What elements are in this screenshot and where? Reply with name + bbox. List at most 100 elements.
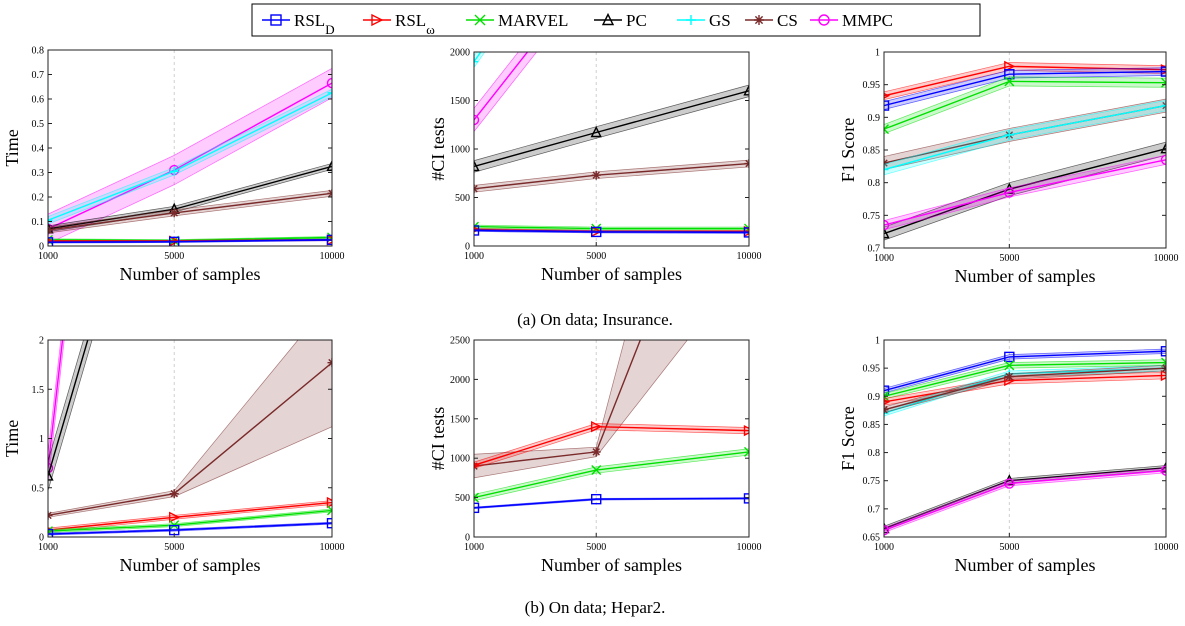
point-rslw [326, 496, 332, 509]
point-pc [326, 159, 332, 172]
y-tick-label: 1 [39, 434, 44, 445]
chart-4: 0 0.5 1 1.5 2 1000 5000 10000 Number of samples T… [2, 336, 345, 576]
point-rsld [884, 100, 890, 111]
series-mmpc [884, 465, 1166, 536]
y-tick-label: 0.9 [868, 392, 881, 403]
y-tick-label: 0.8 [868, 178, 881, 189]
x-tick-label: 5000 [164, 542, 184, 553]
point-pc [884, 521, 890, 534]
point-mmpc [48, 462, 54, 474]
x-tick-label: 5000 [999, 542, 1019, 553]
series-marvel [48, 232, 332, 246]
point-rsld [1004, 69, 1015, 80]
legend-item-gs: GS [677, 11, 731, 30]
point-gs [48, 215, 53, 225]
series-rslw [48, 496, 332, 534]
point-rsld [169, 236, 180, 246]
series-rsld [474, 225, 749, 238]
line-rslw [48, 501, 332, 531]
y-axis-label: Time [2, 420, 22, 457]
x-tick-label: 10000 [1154, 253, 1179, 264]
y-tick-label: 0.9 [868, 113, 881, 124]
point-rsld [743, 227, 749, 238]
x-tick-label: 10000 [320, 251, 345, 262]
point-gs [884, 165, 889, 175]
band-rslw [474, 423, 749, 469]
y-tick-label: 0.6 [32, 95, 45, 106]
point-marvel [474, 492, 479, 503]
legend-marker-gs [686, 15, 696, 25]
legend-item-pc: PC [594, 11, 647, 30]
line-rsld [884, 350, 1166, 392]
series-gs [884, 99, 1166, 176]
y-tick-label: 0.5 [32, 483, 45, 494]
y-axis-label: F1 Score [838, 406, 858, 471]
point-rsld [326, 234, 332, 246]
caption-hepar2: (b) On data; Hepar2. [525, 598, 666, 617]
y-tick-label: 0 [465, 242, 470, 253]
band-marvel [474, 448, 749, 502]
band-rslw [884, 62, 1166, 101]
series-cs [48, 340, 332, 520]
point-rsld [48, 237, 54, 246]
legend-item-cs: CS [745, 11, 798, 30]
x-tick-label: 1000 [874, 542, 894, 553]
y-tick-label: 0 [39, 242, 44, 253]
y-tick-label: 0.95 [863, 80, 881, 91]
series-layer [474, 340, 749, 514]
band-pc [48, 340, 93, 491]
y-tick-label: 0.4 [32, 144, 45, 155]
point-pc [743, 84, 749, 96]
point-mmpc [1004, 478, 1015, 489]
point-pc [884, 227, 890, 239]
legend-label-cs: CS [777, 11, 798, 30]
point-cs [591, 170, 601, 180]
point-rsld [1160, 346, 1166, 357]
series-gs [48, 88, 332, 225]
y-tick-label: 1 [875, 336, 880, 347]
line-mmpc [884, 469, 1166, 531]
y-tick-label: 0.75 [863, 211, 881, 222]
series-rsld [474, 493, 749, 514]
y-tick-label: 1000 [450, 145, 470, 156]
series-layer [48, 340, 332, 537]
x-axis-label: Number of samples [955, 266, 1096, 286]
chart-1: 0 0.1 0.2 0.3 0.4 0.5 0.6 0.7 0.8 1000 5000 10000 Nu… [2, 46, 345, 285]
chart-3: 0.7 0.75 0.8 0.85 0.9 0.95 1 1000 5000 10000 Numbe… [838, 48, 1179, 287]
line-rslw [474, 425, 749, 466]
y-tick-label: 0.7 [868, 504, 881, 515]
series-pc [474, 84, 749, 173]
x-tick-label: 5000 [164, 251, 184, 262]
band-gs [474, 52, 486, 69]
point-gs [1004, 130, 1014, 140]
x-axis-label: Number of samples [541, 264, 682, 284]
point-rsld [743, 493, 749, 504]
point-rsld [474, 225, 480, 236]
point-gs [474, 57, 479, 67]
y-tick-label: 2 [39, 336, 44, 347]
y-tick-label: 0.75 [863, 476, 881, 487]
legend-marker-mmpc [818, 14, 830, 26]
point-marvel [591, 465, 602, 476]
point-cs [169, 208, 179, 218]
y-tick-label: 0.65 [863, 533, 881, 544]
series-mmpc [48, 67, 332, 244]
point-pc [590, 125, 602, 138]
x-tick-label: 1000 [874, 253, 894, 264]
point-rsld [48, 528, 54, 537]
line-rsld [474, 497, 749, 509]
point-rsld [591, 226, 602, 238]
y-axis-label: Time [2, 129, 22, 166]
y-tick-label: 1000 [450, 454, 470, 465]
y-axis-label: #CI tests [428, 407, 448, 471]
point-cs [591, 447, 601, 457]
point-rsld [326, 518, 332, 529]
band-cs [474, 159, 749, 193]
series-cs [48, 188, 332, 235]
x-tick-label: 1000 [464, 542, 484, 553]
point-marvel [884, 124, 889, 135]
point-mmpc [884, 219, 890, 231]
series-layer [884, 346, 1166, 536]
y-tick-label: 1500 [450, 414, 470, 425]
legend-marker-cs [754, 15, 764, 25]
